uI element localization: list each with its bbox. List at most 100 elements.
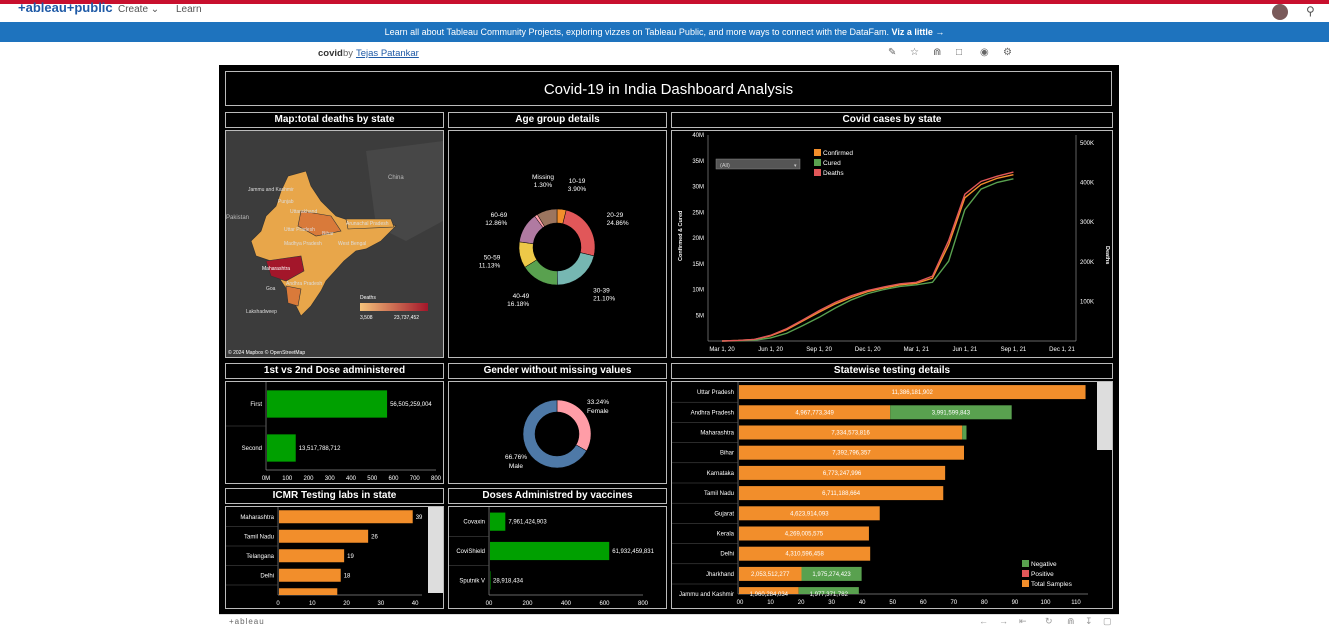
comment-icon[interactable]: □ [956, 47, 963, 58]
author-link[interactable]: Tejas Patankar [356, 48, 419, 59]
share-icon[interactable]: ⋒ [933, 47, 942, 58]
age-slice-pct: 3.90% [568, 186, 587, 193]
y-tick-label: 10M [692, 288, 704, 294]
bar-value-label: 4,623,914,093 [790, 511, 829, 517]
bar-total-samples[interactable] [739, 425, 963, 440]
y-tick-label: 35M [692, 159, 704, 165]
settings-gear-icon[interactable]: ⚙ [1003, 47, 1012, 58]
bar[interactable] [490, 541, 610, 561]
donut-slice-Female[interactable] [556, 399, 592, 452]
x-tick-label: 80 [981, 600, 988, 606]
category-label: Maharashtra [240, 515, 274, 521]
bar-total-samples[interactable] [739, 526, 869, 541]
refresh-icon[interactable]: ↻ [1045, 616, 1053, 626]
bar-total-samples[interactable] [739, 486, 944, 501]
bar-total-samples[interactable] [739, 587, 799, 594]
age-slice-pct: 12.86% [485, 220, 507, 227]
dashboard: Covid-19 in India Dashboard Analysis Map… [219, 65, 1119, 614]
india-deaths-map[interactable]: China Pakistan Jammu and Kashmir Punjab … [226, 131, 443, 357]
search-icon[interactable]: ⚲ [1306, 4, 1315, 18]
bar-value-label: 7,334,573,816 [831, 431, 870, 437]
tableau-public-logo[interactable]: +ableau+public [18, 0, 113, 15]
x-tick-label: 400 [346, 476, 357, 482]
redo-icon[interactable]: → [999, 616, 1008, 626]
gender-donut-chart[interactable]: 33.24% Female 66.76% Male [449, 382, 666, 483]
bar-negative[interactable] [890, 405, 1012, 420]
legend-swatch [814, 159, 821, 166]
vaccines-panel: Covaxin 7,961,424,903 CoviShield 61,932,459… [448, 506, 667, 609]
category-label: Telangana [246, 554, 274, 560]
series-line-confirmed[interactable] [721, 173, 1014, 342]
nav-create[interactable]: Create ⌄ [118, 4, 160, 15]
bar-total-samples[interactable] [739, 465, 946, 480]
bar-negative[interactable] [962, 425, 967, 440]
download-icon[interactable]: ↧ [1085, 616, 1093, 626]
nav-learn[interactable]: Learn [176, 4, 202, 15]
category-label: Tamil Nadu [244, 534, 274, 540]
viz-title-bar: covid by Tejas Patankar ✎ ☆ ⋒ □ ◉ ⚙ [0, 44, 1329, 64]
bar-total-samples[interactable] [739, 405, 891, 420]
edit-icon[interactable]: ✎ [888, 47, 897, 58]
donut-slice-20-29[interactable] [562, 209, 596, 257]
y2-tick-label: 100K [1080, 299, 1094, 305]
banner-link[interactable]: Viz a little → [891, 27, 945, 37]
y-tick-label: 20M [692, 236, 704, 242]
x-tick-label: Dec 1, 20 [855, 347, 881, 353]
map-label: West Bengal [338, 241, 366, 247]
x-tick-label: Dec 1, 21 [1049, 347, 1075, 353]
bar[interactable] [267, 434, 296, 462]
cases-line-chart[interactable]: 5M 10M 15M 20M 25M 30M 35M 40M 100K 200K 300K 400K 5… [672, 131, 1112, 357]
bar-total-samples[interactable] [739, 566, 802, 581]
x-tick-label: 110 [1071, 600, 1081, 606]
bar-total-samples[interactable] [739, 506, 880, 521]
map-panel[interactable]: China Pakistan Jammu and Kashmir Punjab … [225, 130, 444, 358]
undo-icon[interactable]: ← [979, 616, 988, 626]
x-tick-label: 600 [599, 601, 610, 607]
state-filter-dropdown[interactable] [715, 158, 801, 170]
x-tick-label: 20 [343, 601, 350, 607]
y-axis-title: Confirmed & Cured [678, 211, 684, 261]
map-label: Punjab [278, 199, 294, 205]
bar[interactable] [279, 588, 338, 595]
donut-slice-other[interactable] [536, 208, 558, 227]
series-line-deaths[interactable] [721, 171, 1014, 342]
category-label: Second [242, 446, 262, 452]
avatar[interactable] [1272, 4, 1288, 20]
map-label: Madhya Pradesh [284, 241, 322, 247]
map-panel-title: Map:total deaths by state [225, 112, 444, 128]
x-tick-label: 10 [309, 601, 316, 607]
scrollbar[interactable] [1097, 382, 1112, 450]
series-line-cured[interactable] [721, 178, 1014, 342]
favorite-star-icon[interactable]: ☆ [910, 47, 919, 58]
bar-total-samples[interactable] [739, 445, 964, 460]
revert-icon[interactable]: ⇤ [1019, 616, 1027, 626]
bar[interactable] [279, 529, 369, 543]
icmr-bar-chart[interactable]: Maharashtra 39 Tamil Nadu 26 Telangana 19 Delh… [226, 507, 443, 608]
bar-total-samples[interactable] [739, 546, 871, 561]
bar-negative[interactable] [801, 566, 862, 581]
donut-slice-30-39[interactable] [556, 252, 595, 286]
metadata-icon[interactable]: ◉ [980, 47, 989, 58]
testing-bar-chart[interactable]: Uttar Pradesh 11,386,181,902 Andhra Prades… [672, 382, 1112, 608]
map-label: Uttar Pradesh [284, 227, 315, 233]
fullscreen-icon[interactable]: ▢ [1103, 616, 1112, 626]
donut-slice-Male[interactable] [522, 399, 587, 469]
category-label: Delhi [260, 573, 274, 579]
share-icon[interactable]: ⋒ [1067, 616, 1075, 626]
bar[interactable] [490, 571, 491, 590]
scrollbar[interactable] [428, 507, 443, 593]
by-label: by [343, 48, 354, 59]
bar[interactable] [267, 390, 388, 418]
dose-bar-chart[interactable]: First 56,505,259,004 Second 13,517,788,712 0… [226, 382, 443, 483]
vaccines-bar-chart[interactable]: Covaxin 7,961,424,903 CoviShield 61,932,459… [449, 507, 666, 608]
category-label: Karnataka [707, 471, 735, 477]
category-label: Maharashtra [700, 431, 734, 437]
bar[interactable] [279, 549, 345, 563]
bar[interactable] [279, 568, 341, 582]
bar-value-label: 7,392,796,357 [832, 451, 871, 457]
bar[interactable] [490, 512, 506, 531]
bar[interactable] [279, 510, 413, 524]
bar-negative[interactable] [798, 587, 859, 594]
bar-total-samples[interactable] [739, 385, 1086, 400]
